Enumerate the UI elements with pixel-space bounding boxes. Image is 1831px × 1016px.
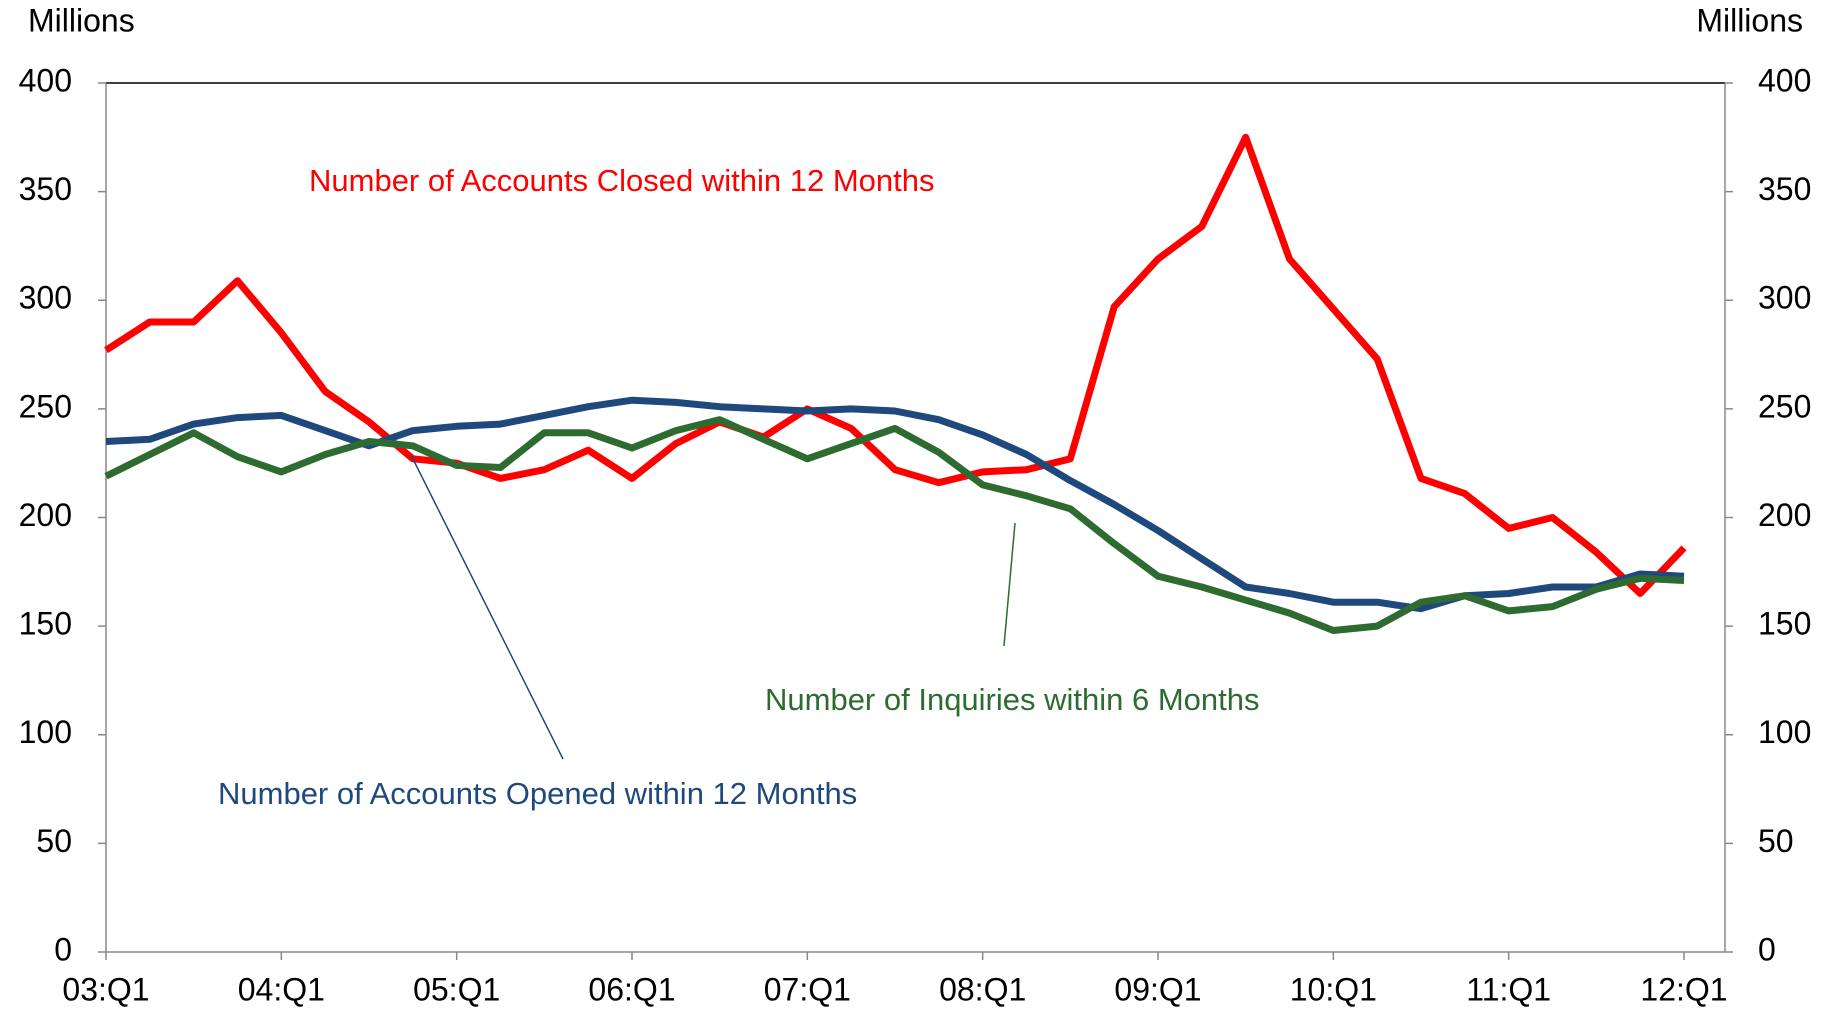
- series-label: Number of Accounts Closed within 12 Mont…: [309, 163, 934, 198]
- y2-tick-label: 300: [1758, 280, 1811, 316]
- x-tick-label: 11:Q1: [1466, 971, 1551, 1007]
- x-tick-label: 06:Q1: [588, 971, 675, 1007]
- y2-tick-label: 250: [1758, 388, 1811, 424]
- y-tick-label: 50: [36, 823, 72, 859]
- x-tick-label: 05:Q1: [413, 971, 500, 1007]
- x-tick-label: 07:Q1: [764, 971, 851, 1007]
- y-tick-label: 100: [19, 714, 72, 750]
- y-tick-label: 200: [19, 497, 72, 533]
- y-axis-label: Millions: [28, 2, 135, 38]
- y-tick-label: 150: [19, 606, 72, 642]
- y2-tick-label: 150: [1758, 606, 1811, 642]
- y2-tick-label: 400: [1758, 62, 1811, 98]
- x-tick-label: 08:Q1: [939, 971, 1026, 1007]
- x-tick-label: 10:Q1: [1290, 971, 1377, 1007]
- x-tick-label: 09:Q1: [1114, 971, 1201, 1007]
- y-tick-label: 300: [19, 280, 72, 316]
- y-tick-label: 400: [19, 62, 72, 98]
- y2-tick-label: 100: [1758, 714, 1811, 750]
- y2-tick-label: 350: [1758, 171, 1811, 207]
- x-tick-label: 12:Q1: [1640, 971, 1727, 1007]
- y2-tick-label: 200: [1758, 497, 1811, 533]
- leader-line: [1003, 522, 1016, 647]
- y2-axis-label: Millions: [1696, 2, 1803, 38]
- y-tick-label: 0: [54, 931, 72, 967]
- series-label: Number of Accounts Opened within 12 Mont…: [218, 776, 857, 811]
- y2-tick-label: 50: [1758, 823, 1794, 859]
- x-tick-label: 04:Q1: [238, 971, 325, 1007]
- series-line: [105, 396, 1685, 613]
- y2-tick-label: 0: [1758, 931, 1776, 967]
- y-tick-label: 250: [19, 388, 72, 424]
- leader-line: [410, 454, 564, 760]
- series-line: [104, 133, 1687, 597]
- x-tick-label: 03:Q1: [62, 971, 149, 1007]
- y-tick-label: 350: [19, 171, 72, 207]
- series-line: [104, 416, 1685, 634]
- series-label: Number of Inquiries within 6 Months: [765, 682, 1260, 717]
